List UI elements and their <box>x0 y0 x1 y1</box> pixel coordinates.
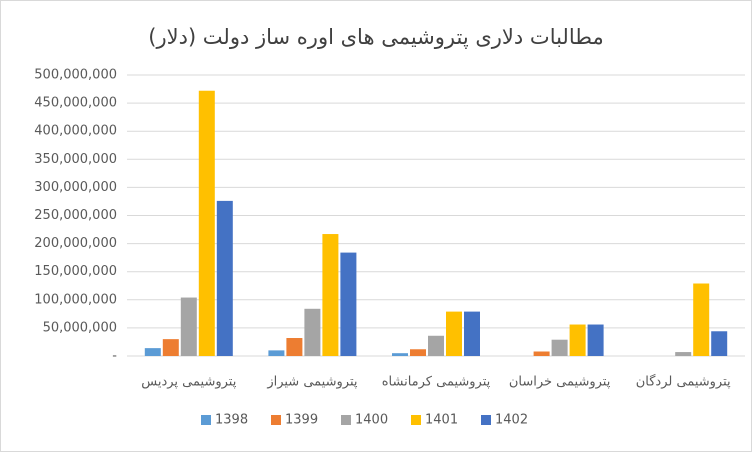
legend-label: 1401 <box>425 413 458 428</box>
bar <box>675 352 692 356</box>
bar <box>180 297 197 356</box>
legend-swatch <box>411 415 421 425</box>
bar <box>304 308 321 356</box>
y-tick-label: 150,000,000 <box>34 264 117 279</box>
x-tick-label: پتروشیمی پردیس <box>141 375 236 390</box>
bar <box>322 234 339 356</box>
legend-swatch <box>341 415 351 425</box>
y-tick-label: 450,000,000 <box>34 96 117 111</box>
bar <box>216 200 233 356</box>
bar <box>693 283 710 356</box>
legend-label: 1402 <box>495 413 528 428</box>
y-tick-label: 350,000,000 <box>34 152 117 167</box>
bar <box>144 348 161 356</box>
bar <box>340 252 357 356</box>
bar <box>533 351 550 356</box>
legend-swatch <box>481 415 491 425</box>
bar <box>464 311 480 356</box>
legend-swatch <box>271 415 281 425</box>
bar <box>569 324 586 356</box>
y-tick-label: - <box>112 349 117 364</box>
bar <box>711 331 728 356</box>
y-tick-label: 200,000,000 <box>34 236 117 251</box>
bar <box>428 335 444 356</box>
y-tick-label: 250,000,000 <box>34 208 117 223</box>
bar <box>268 350 285 356</box>
x-tick-label: پتروشیمی کرمانشاه <box>382 375 491 390</box>
bar <box>587 324 604 356</box>
legend-label: 1399 <box>285 413 318 428</box>
y-tick-label: 50,000,000 <box>43 320 117 335</box>
bar <box>551 339 568 356</box>
chart-title: مطالبات دلاری پتروشیمی های اوره ساز دولت… <box>148 25 603 49</box>
bar <box>410 349 426 356</box>
y-tick-label: 100,000,000 <box>34 292 117 307</box>
y-tick-label: 300,000,000 <box>34 180 117 195</box>
y-tick-label: 500,000,000 <box>34 68 117 83</box>
legend-label: 1398 <box>215 413 248 428</box>
bar <box>392 353 408 356</box>
legend-swatch <box>201 415 211 425</box>
bar <box>286 338 303 356</box>
y-tick-label: 400,000,000 <box>34 124 117 139</box>
bar <box>198 90 215 357</box>
x-tick-label: پتروشیمی خراسان <box>509 375 611 390</box>
x-tick-label: پتروشیمی لردگان <box>636 374 731 390</box>
bar <box>162 339 179 356</box>
legend-label: 1400 <box>355 413 388 428</box>
bar <box>446 311 462 356</box>
x-tick-label: پتروشیمی شیراز <box>266 375 358 390</box>
